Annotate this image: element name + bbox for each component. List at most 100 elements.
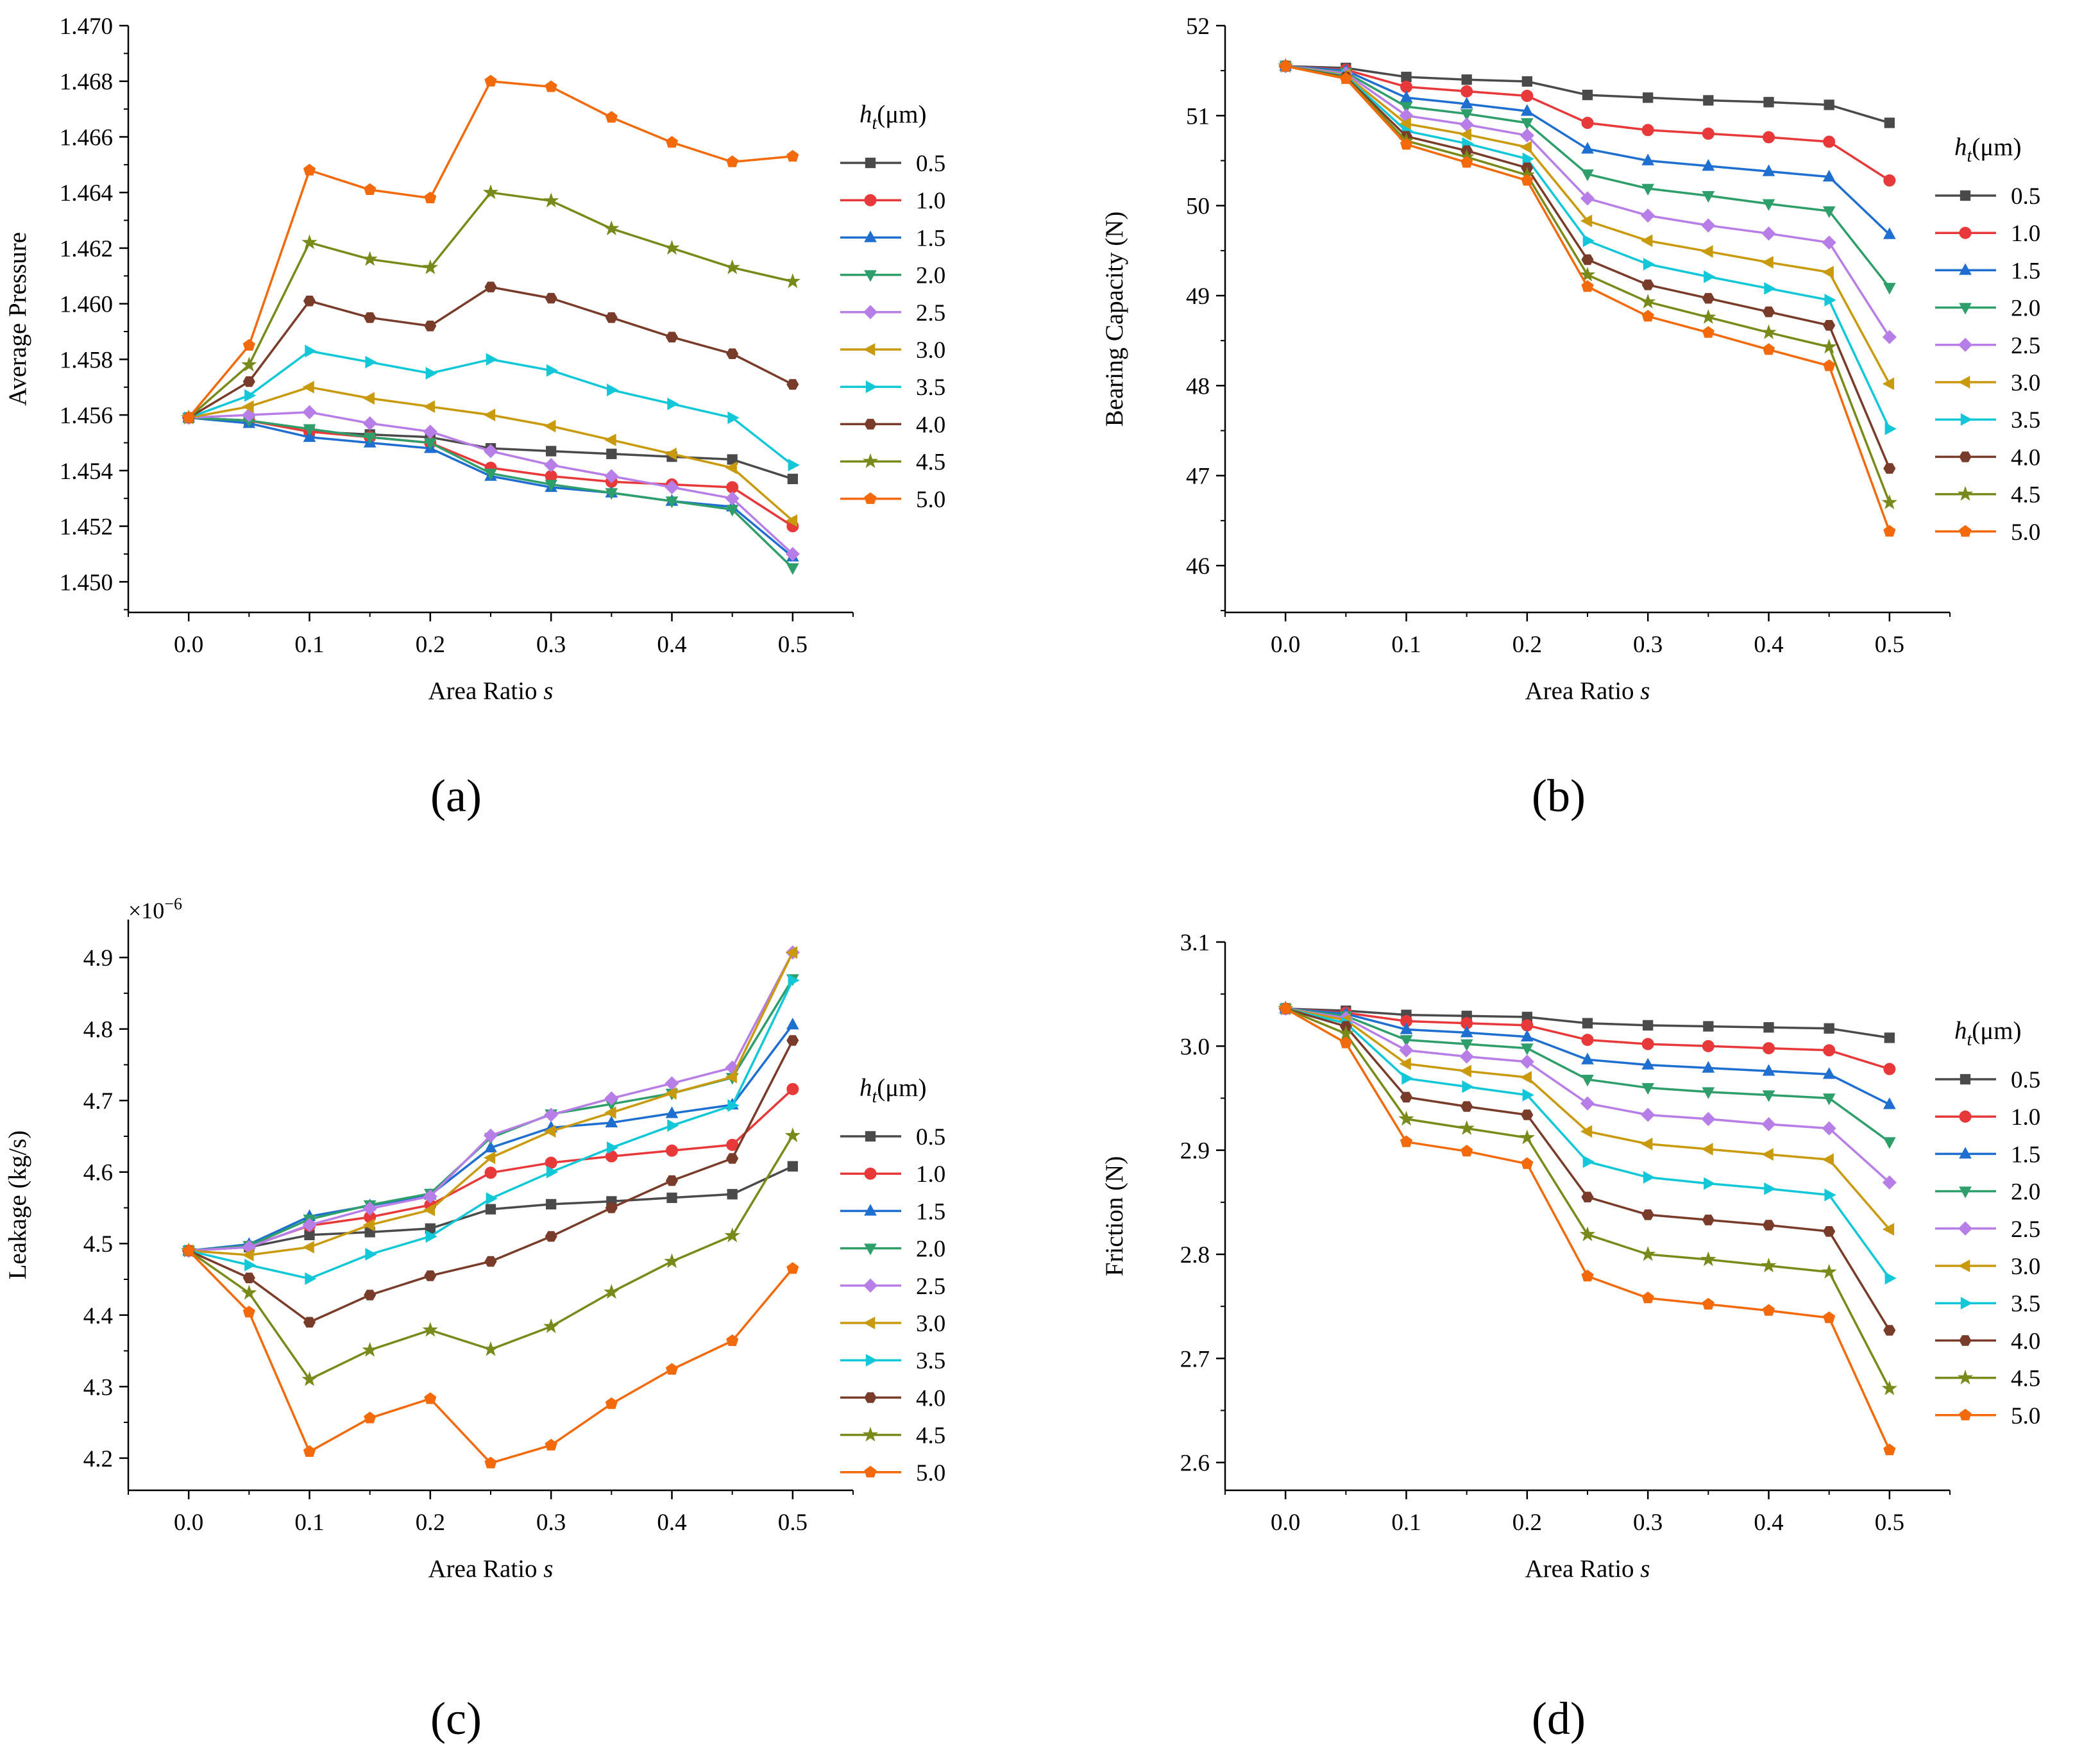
data-point	[665, 1175, 679, 1186]
legend-marker	[864, 194, 877, 206]
legend-marker	[864, 1243, 877, 1256]
data-point	[1580, 214, 1593, 228]
legend-label: 2.0	[2011, 1179, 2040, 1206]
legend-item: 2.0	[1935, 296, 2040, 322]
data-point	[242, 376, 255, 387]
legend-marker	[1960, 1297, 1972, 1310]
legend-marker	[864, 492, 877, 504]
data-point	[1641, 208, 1655, 223]
legend-marker	[1959, 1186, 1972, 1199]
data-point	[1400, 138, 1413, 150]
legend-item: 4.0	[840, 412, 945, 438]
data-point	[605, 1115, 618, 1127]
y-tick-label: 50	[1186, 194, 1210, 220]
data-point	[244, 1258, 257, 1272]
data-point	[1763, 1022, 1774, 1033]
data-point	[1884, 117, 1895, 128]
series-line	[188, 285, 793, 419]
data-point	[1823, 320, 1836, 331]
data-point	[665, 136, 679, 148]
legend-item: 4.0	[840, 1385, 945, 1411]
legend-item: 1.5	[1935, 258, 2040, 284]
data-point	[1461, 1101, 1473, 1112]
data-point	[484, 408, 496, 421]
data-point	[1823, 1226, 1836, 1237]
data-point	[1883, 227, 1896, 239]
data-point	[546, 1165, 559, 1179]
y-tick-label: 2.6	[1180, 1451, 1210, 1477]
legend-marker	[1959, 1408, 1972, 1420]
legend-marker	[862, 453, 879, 468]
y-tick-label: 4.3	[83, 1374, 113, 1401]
data-point	[1703, 1021, 1714, 1032]
panel-label-d: (d)	[1532, 1693, 1586, 1744]
legend-label: 3.0	[916, 337, 945, 364]
data-point	[545, 1438, 557, 1451]
data-point	[786, 1017, 799, 1030]
data-point	[364, 1290, 377, 1300]
data-point	[303, 164, 316, 176]
series-4.5	[181, 184, 800, 425]
data-point	[1821, 1263, 1837, 1279]
legend-marker	[1957, 485, 1974, 501]
data-point	[1822, 1153, 1834, 1166]
x-tick-label: 0.3	[536, 1510, 566, 1536]
legend-marker	[1958, 376, 1970, 389]
legend-item: 2.0	[840, 1236, 945, 1263]
legend-marker	[1958, 1259, 1970, 1272]
data-point	[1701, 1143, 1713, 1156]
data-point	[667, 1119, 679, 1132]
legend-item: 3.0	[1935, 1254, 2040, 1280]
data-point	[1761, 1258, 1777, 1273]
data-point	[1762, 307, 1775, 317]
legend-label: 0.5	[916, 1124, 945, 1150]
series-line	[187, 80, 793, 419]
x-tick-label: 0.5	[1875, 632, 1904, 658]
data-point	[1640, 294, 1656, 309]
series-4.0	[1279, 1003, 1896, 1336]
series-4.0	[182, 282, 799, 423]
data-point	[1823, 135, 1836, 148]
x-axis-label: Area Ratio s	[1525, 1555, 1650, 1583]
legend-d: ht(μm) 0.5 1.0 1.5 2.0 2.5 3.0 3.5 4.0 4.5 5.0	[1935, 1017, 2040, 1429]
series-line	[189, 416, 793, 558]
data-point	[303, 424, 316, 436]
data-point	[364, 1411, 377, 1424]
chart-panel-a: 1.450 1.452 1.454 1.456 1.458 1.460 1.462 1.464…	[0, 0, 1050, 878]
data-point	[664, 1253, 680, 1268]
data-point	[1399, 1043, 1414, 1057]
series-1.0	[1279, 60, 1896, 187]
data-point	[1702, 326, 1715, 338]
data-point	[1581, 1075, 1594, 1087]
chart-panel-d: 2.6 2.7 2.8 2.9 3.0 3.1 0.0 0.1 0.2 0.3 0.4 0.5 Area…	[1050, 878, 2100, 1756]
data-point	[1822, 169, 1836, 181]
data-point	[606, 448, 617, 459]
data-point	[242, 1249, 254, 1261]
data-point	[1702, 158, 1715, 171]
data-point	[1460, 109, 1473, 121]
data-point	[1702, 292, 1715, 304]
data-point	[1761, 324, 1777, 339]
data-point	[1521, 1019, 1534, 1032]
legend-label: 4.5	[2011, 482, 2040, 509]
data-point	[364, 312, 377, 323]
data-point	[544, 419, 556, 433]
data-point	[1761, 226, 1776, 241]
axes-a: 1.450 1.452 1.454 1.456 1.458 1.460 1.462 1.464…	[4, 13, 854, 705]
y-tick-label: 1.466	[60, 124, 113, 151]
y-tick-label: 2.8	[1180, 1242, 1210, 1268]
data-point	[1762, 343, 1775, 355]
data-point	[305, 1272, 317, 1285]
data-point	[605, 488, 618, 500]
x-tick-label: 0.4	[1754, 1510, 1783, 1536]
data-point	[665, 480, 679, 494]
data-point	[1641, 124, 1654, 137]
y-tick-label: 49	[1186, 283, 1210, 310]
axes-c: 4.2 4.3 4.4 4.5 4.6 4.7 4.8 4.9 0.0 0.1 0.2 0.3 0.4 0…	[4, 895, 854, 1583]
x-tick-label: 0.1	[294, 1510, 324, 1536]
data-point	[484, 282, 497, 292]
legend-marker	[1960, 1073, 1971, 1085]
data-point	[1761, 256, 1774, 269]
axes-d: 2.6 2.7 2.8 2.9 3.0 3.1 0.0 0.1 0.2 0.3 0.4 0.5 Area…	[1101, 930, 1951, 1583]
legend-label: 0.5	[2011, 1067, 2040, 1093]
